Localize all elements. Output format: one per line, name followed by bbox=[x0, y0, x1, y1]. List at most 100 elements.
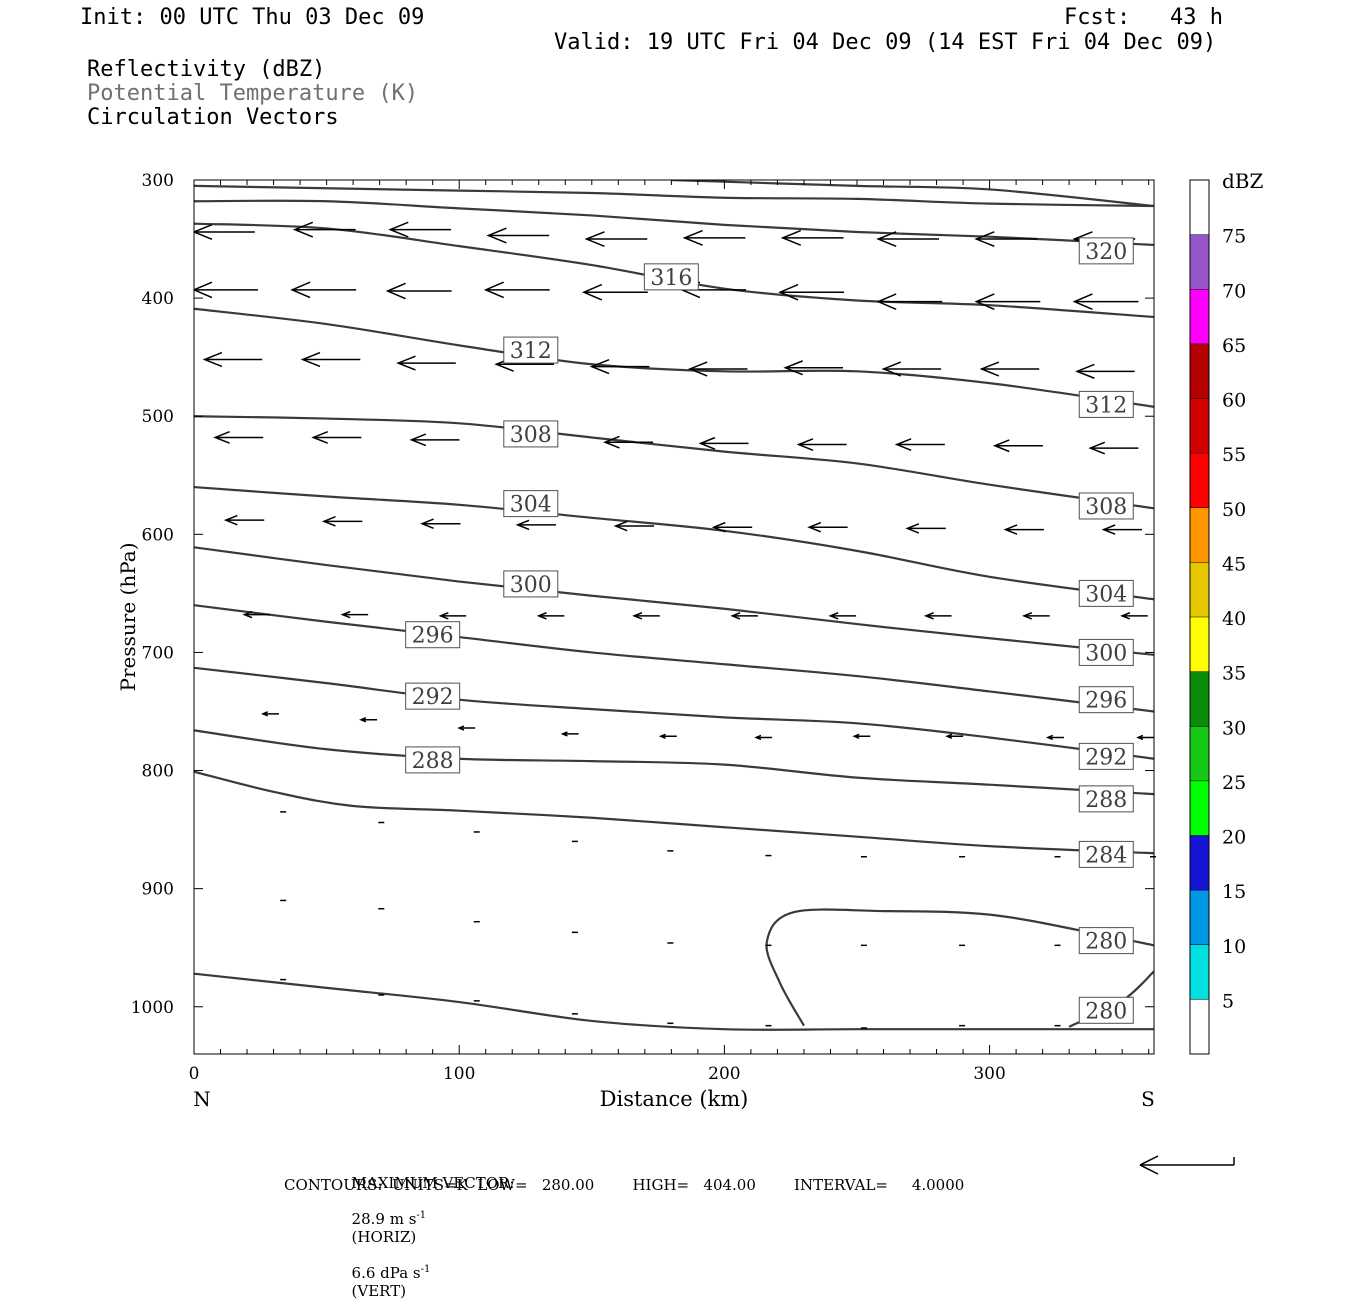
contour-label-320: 320 bbox=[1085, 240, 1127, 265]
contour-label-box bbox=[503, 420, 559, 448]
vector-head bbox=[711, 521, 726, 533]
contour-label-288: 288 bbox=[412, 749, 454, 774]
contour-label-280: 280 bbox=[1085, 930, 1127, 955]
colorbar-title: dBZ bbox=[1222, 169, 1264, 193]
vector-head bbox=[1072, 293, 1093, 311]
vector-head bbox=[1136, 734, 1144, 741]
contour-label-304: 304 bbox=[1085, 582, 1127, 607]
vector-head bbox=[979, 361, 1000, 377]
colorbar-segment bbox=[1190, 999, 1209, 1054]
colorbar-segment bbox=[1190, 726, 1209, 781]
contour-label-box bbox=[1078, 237, 1134, 265]
vector-head bbox=[194, 223, 213, 240]
vector-head bbox=[589, 359, 610, 375]
max-vector-horiz: 28.9 m s bbox=[351, 1210, 417, 1228]
vector-head bbox=[923, 612, 934, 620]
vert-unit-exponent: -1 bbox=[420, 1264, 431, 1275]
colorbar-label: 40 bbox=[1222, 608, 1246, 630]
vector-head bbox=[687, 361, 708, 377]
vector-head bbox=[311, 431, 329, 444]
colorbar-label: 35 bbox=[1222, 663, 1246, 685]
vector-head bbox=[1120, 612, 1131, 620]
vector-head bbox=[486, 227, 507, 244]
contour-label-box bbox=[1078, 390, 1134, 418]
vector-head bbox=[894, 438, 912, 452]
vector-head bbox=[213, 431, 230, 444]
contour-label-316: 316 bbox=[650, 266, 692, 291]
y-tick-label: 500 bbox=[142, 407, 174, 427]
y-tick-label: 300 bbox=[142, 171, 174, 191]
field-reflectivity-label: Reflectivity (dBZ) bbox=[87, 57, 326, 82]
contour-label-box bbox=[503, 336, 559, 364]
colorbar-segment bbox=[1190, 398, 1209, 454]
vector-head bbox=[457, 725, 465, 731]
x-end-label-north: N bbox=[193, 1087, 211, 1111]
valid-time: Valid: 19 UTC Fri 04 Dec 09 (14 EST Fri … bbox=[554, 30, 1217, 55]
vector-head bbox=[536, 612, 547, 620]
colorbar-label: 55 bbox=[1222, 444, 1246, 466]
vector-head bbox=[852, 733, 860, 739]
vector-head bbox=[420, 518, 434, 529]
vector-head bbox=[584, 231, 605, 248]
contour-line-304 bbox=[194, 485, 1154, 601]
theta-contours bbox=[194, 180, 1154, 1031]
vector-head bbox=[807, 521, 822, 533]
colorbar-label: 15 bbox=[1222, 881, 1246, 903]
contour-info-line: CONTOURS: UNITS=K LOW= 280.00 HIGH= 404.… bbox=[284, 1176, 965, 1194]
vector-head bbox=[828, 612, 839, 620]
max-vector-label: MAXIMUM VECTOR: bbox=[351, 1174, 515, 1192]
vector-head bbox=[438, 612, 449, 620]
contour-label-box bbox=[503, 490, 559, 518]
vector-head bbox=[632, 612, 643, 620]
contour-label-292: 292 bbox=[1085, 745, 1127, 770]
contour-label-box bbox=[1078, 492, 1134, 520]
colorbar-segment bbox=[1190, 617, 1209, 672]
vector-head bbox=[202, 351, 223, 368]
colorbar-segment bbox=[1190, 234, 1209, 290]
vector-head bbox=[359, 717, 367, 723]
init-time: Init: 00 UTC Thu 03 Dec 09 bbox=[80, 5, 425, 30]
colorbar-segment bbox=[1190, 671, 1209, 727]
vector-head bbox=[242, 610, 253, 619]
contour-label-296: 296 bbox=[1085, 689, 1127, 714]
contour-label-312: 312 bbox=[1085, 393, 1127, 418]
vector-head bbox=[603, 435, 620, 449]
contour-label-300: 300 bbox=[1085, 641, 1127, 666]
y-axis-title: Pressure (hPa) bbox=[116, 543, 140, 692]
contour-line-296 bbox=[194, 604, 1154, 713]
vector-head bbox=[783, 360, 803, 376]
vector-head bbox=[300, 351, 321, 368]
circulation-vectors bbox=[194, 221, 1154, 741]
y-tick-label: 700 bbox=[142, 643, 174, 663]
x-tick-label: 200 bbox=[708, 1064, 740, 1084]
colorbar-label: 60 bbox=[1222, 390, 1246, 412]
colorbar-segment bbox=[1190, 453, 1209, 508]
max-vector-horiz-unit: (HORIZ) bbox=[351, 1228, 417, 1246]
colorbar-label: 45 bbox=[1222, 553, 1246, 575]
vector-head bbox=[1088, 441, 1106, 455]
colorbar-segment bbox=[1190, 780, 1209, 836]
vector-head bbox=[881, 361, 902, 377]
y-tick-label: 1000 bbox=[131, 998, 174, 1018]
colorbar-label: 70 bbox=[1222, 280, 1246, 302]
max-vector-vert-unit: (VERT) bbox=[351, 1282, 407, 1300]
contour-label-box bbox=[643, 263, 699, 291]
colorbar-segment bbox=[1190, 944, 1209, 1000]
colorbar-label: 75 bbox=[1222, 226, 1246, 248]
contour-labels: 280 280 284 288 288 292 292 296 296 300 300 304 304 3… bbox=[405, 237, 1134, 1024]
vector-head bbox=[658, 733, 666, 739]
vector-head bbox=[409, 433, 427, 447]
contour-label-308: 308 bbox=[510, 423, 552, 448]
colorbar-label: 5 bbox=[1222, 990, 1234, 1012]
vector-head bbox=[194, 281, 213, 299]
contour-label-box bbox=[1078, 638, 1134, 666]
colorbar-label: 65 bbox=[1222, 335, 1246, 357]
contour-label-box bbox=[1078, 927, 1134, 955]
x-axis-title: Distance (km) bbox=[600, 1087, 749, 1111]
contour-line-312 bbox=[194, 307, 1154, 408]
x-tick-label: 300 bbox=[973, 1064, 1005, 1084]
vector-head bbox=[292, 221, 314, 238]
cross-section-chart: 2802802842882882922922962963003003043043… bbox=[116, 169, 1264, 1175]
vector-head bbox=[261, 711, 269, 717]
vector-head bbox=[974, 231, 995, 248]
